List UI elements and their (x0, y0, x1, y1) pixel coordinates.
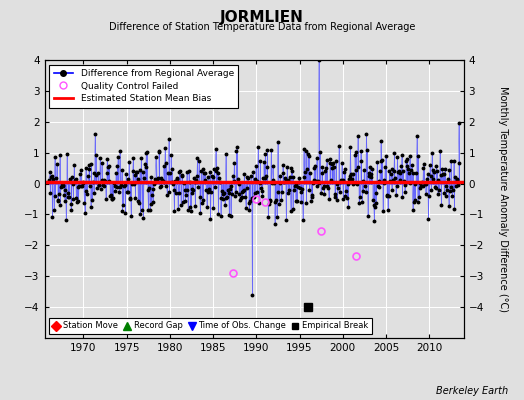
Text: Difference of Station Temperature Data from Regional Average: Difference of Station Temperature Data f… (109, 22, 415, 32)
Y-axis label: Monthly Temperature Anomaly Difference (°C): Monthly Temperature Anomaly Difference (… (498, 86, 508, 312)
Text: JORMLIEN: JORMLIEN (220, 10, 304, 25)
Text: Berkeley Earth: Berkeley Earth (436, 386, 508, 396)
Legend: Station Move, Record Gap, Time of Obs. Change, Empirical Break: Station Move, Record Gap, Time of Obs. C… (49, 318, 372, 334)
